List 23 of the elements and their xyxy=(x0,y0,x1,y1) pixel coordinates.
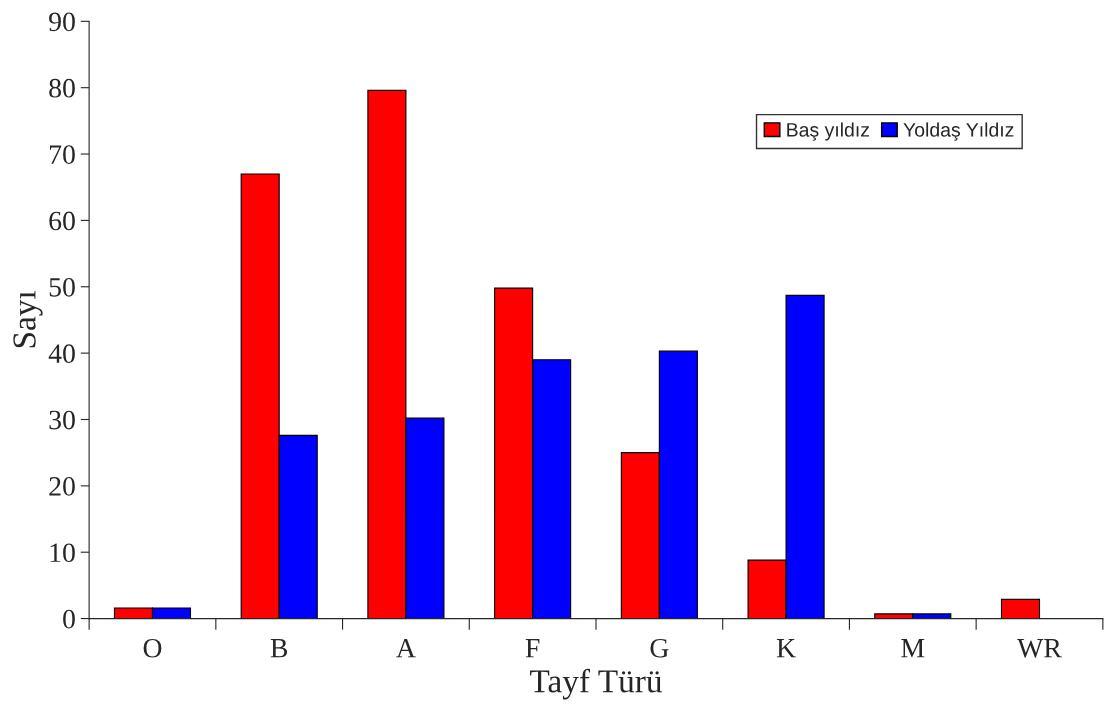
y-tick-label: 60 xyxy=(49,211,75,231)
y-tick-label: 80 xyxy=(49,78,75,98)
y-axis-title: Sayı xyxy=(13,290,43,348)
y-tick-label: 90 xyxy=(49,12,75,32)
legend-label: Baş yıldız xyxy=(787,122,870,141)
y-tick-label: 20 xyxy=(49,477,75,496)
y-tick-label: 10 xyxy=(50,543,75,563)
y-tick-label: 30 xyxy=(49,410,75,430)
x-tick-label: F xyxy=(525,639,540,658)
x-axis-title: Tayf Türü xyxy=(530,668,662,700)
x-tick-label: B xyxy=(270,639,288,658)
x-tick-label: G xyxy=(650,638,669,658)
x-tick-label: K xyxy=(776,639,796,658)
bar xyxy=(1000,598,1041,619)
x-tick-label: WR xyxy=(1017,639,1062,658)
y-tick-label: 40 xyxy=(48,344,75,364)
y-tick-label: 0 xyxy=(63,609,75,629)
legend-label: Yoldaş Yıldız xyxy=(903,122,1014,141)
x-tick-label: M xyxy=(901,639,925,658)
y-tick-label: 50 xyxy=(49,277,75,297)
x-tick-label: A xyxy=(396,638,416,658)
y-tick-label: 70 xyxy=(49,145,75,164)
x-tick-label: O xyxy=(143,638,162,658)
